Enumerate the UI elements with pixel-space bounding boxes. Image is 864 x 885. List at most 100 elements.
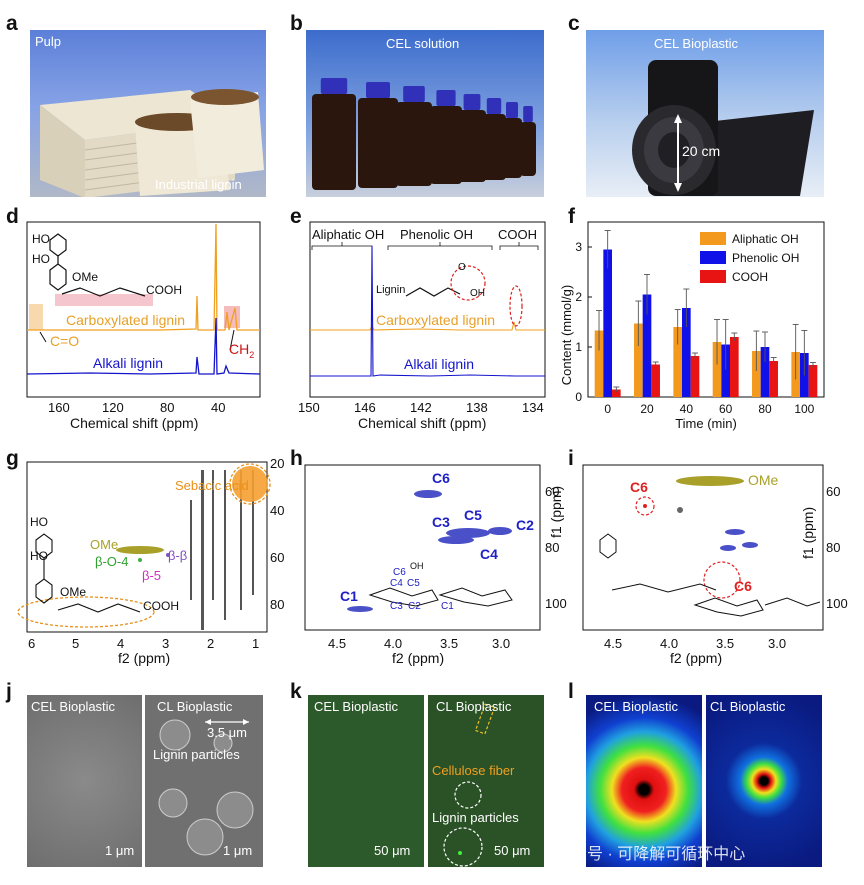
svg-text:COOH: COOH [143,599,179,613]
h-ring-c6: C6 [393,567,406,578]
bottle [520,122,536,176]
sem-cl-scale: 1 μm [223,843,253,858]
c6-label-i-top: C6 [630,479,648,495]
h-ring-c1: C1 [441,601,454,612]
pulp-label: Pulp [35,34,62,49]
saxs-cel-label: CEL Bioplastic [594,699,679,714]
x-tick-label: 20 [640,402,654,416]
h-xtick-3.0: 3.0 [492,636,511,651]
co-label: C=O [50,333,80,349]
watermark: 公众号 · 可降解可循环中心 [555,846,746,863]
h-ring-c5: C5 [407,578,420,589]
panel-letter-j: j [6,680,12,703]
i-ytick-80: 80 [826,540,841,555]
fluorescence-cl-image: CL Bioplastic Cellulose fiber Lignin par… [428,695,544,867]
g-ytick-40: 40 [270,503,285,518]
g-xaxis-label: f2 (ppm) [118,650,171,666]
legend-swatch [700,232,726,245]
panel-letter-i: i [568,447,574,470]
panel-letter-d: d [6,205,19,228]
e-xtick-138: 138 [466,400,488,415]
y-tick-label: 2 [575,290,582,304]
saxs-cl-image: CL Bioplastic [706,695,822,867]
industrial-lignin-label: Industrial lignin [155,177,242,192]
panel-letter-f: f [568,205,575,228]
bottle [358,98,398,188]
svg-text:OMe: OMe [60,585,86,599]
legend-swatch [700,270,726,283]
legend-label: Aliphatic OH [732,232,799,246]
svg-text:OMe: OMe [72,270,98,284]
i-xtick-3.0: 3.0 [768,636,787,651]
bar [721,344,730,397]
panel-letter-e: e [290,205,302,228]
y-tick-label: 1 [575,340,582,354]
svg-text:HO: HO [30,549,48,563]
ch2-label: CH2 [229,341,254,360]
hsqc-cellulose-plot [304,464,541,631]
g-xtick-5: 5 [72,636,80,651]
carboxylated-lignin-label-e: Carboxylated lignin [376,312,496,328]
ch2-subscript: 2 [249,349,255,360]
bar [791,352,801,397]
h-xtick-4.5: 4.5 [328,636,347,651]
bar [603,249,612,397]
d-xtick-120: 120 [102,400,124,415]
bar [760,347,770,397]
h-yaxis-label: f1 (ppm) [548,485,564,538]
h-ytick-60: 60 [545,484,560,499]
y-tick-label: 3 [575,240,582,254]
bar [673,327,683,397]
bar [594,330,604,397]
g-ytick-60: 60 [270,550,285,565]
h-ring-c3: C3 [390,601,403,612]
bottles-illustration [312,78,536,190]
i-yaxis-label: f1 (ppm) [800,506,816,559]
lignin-structure-label: Lignin [376,284,406,296]
sem-cel-scale: 1 μm [105,843,135,858]
c1-label-h: C1 [340,588,358,604]
h-xaxis-label: f2 (ppm) [392,650,445,666]
d-xtick-80: 80 [160,400,175,415]
h-xtick-3.5: 3.5 [440,636,459,651]
c3-label-h: C3 [432,514,450,530]
pulp-illustration [40,89,264,197]
sem-cel-image: CEL Bioplastic 1 μm [27,695,142,867]
bar [808,365,818,397]
bottle [312,94,356,190]
bottle [430,106,462,184]
legend-label: COOH [732,270,768,284]
bottle [502,118,522,178]
hydroxyl-oh-label: OH [470,288,485,299]
h-ring-c4: C4 [390,578,403,589]
fluor-cl-label: CL Bioplastic [436,699,512,714]
cel-solution-label: CEL solution [386,36,460,51]
x-tick-label: 60 [719,402,733,416]
e-xaxis-label: Chemical shift (ppm) [358,415,487,431]
g-xtick-4: 4 [117,636,125,651]
bottle [458,110,486,182]
i-xaxis-label: f2 (ppm) [670,650,723,666]
g-xtick-3: 3 [162,636,170,651]
fluorescence-markers [443,703,496,867]
particle-size-label: 3.5 μm [207,725,248,740]
c4-label-h: C4 [480,546,498,562]
bar [712,342,722,397]
i-ytick-60: 60 [826,484,841,499]
alkali-lignin-label-e: Alkali lignin [404,356,475,372]
g-xtick-1: 1 [252,636,260,651]
panel-letter-k: k [290,680,302,703]
svg-text:HO: HO [32,252,50,266]
bottle-cap [523,106,533,122]
e-xtick-150: 150 [298,400,320,415]
h-xtick-4.0: 4.0 [384,636,403,651]
b-o-4-label: β-O-4 [95,554,129,569]
panel-letter-c: c [568,12,580,35]
g-ytick-20: 20 [270,456,285,471]
i-xtick-4.0: 4.0 [660,636,679,651]
bottle [396,102,432,186]
x-tick-label: 0 [604,402,611,416]
c2-label-h: C2 [516,517,534,533]
sem-cl-image: CL Bioplastic 3.5 μm Lignin particles 1 … [145,695,263,867]
cel-bioplastic-label: CEL Bioplastic [654,36,739,51]
